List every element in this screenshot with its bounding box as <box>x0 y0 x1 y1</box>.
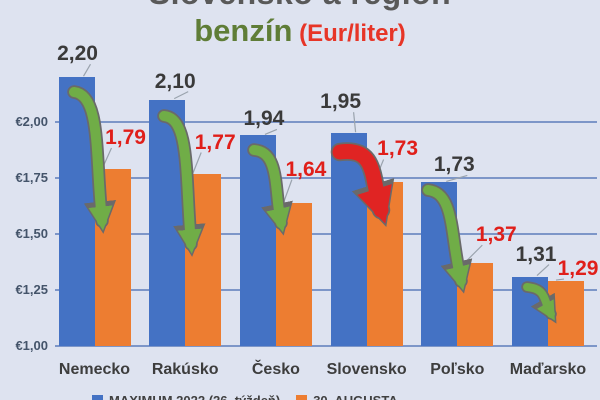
bar-new-Nemecko <box>94 169 131 346</box>
value-label-new-Nemecko: 1,79 <box>105 126 146 150</box>
value-label-new-Rakúsko: 1,77 <box>194 130 236 154</box>
leader-new-Česko <box>283 179 293 202</box>
bar-new-Poľsko <box>457 263 494 346</box>
gridline-€2,00 <box>55 121 597 123</box>
value-label-old-Slovensko: 1,95 <box>320 90 362 114</box>
x-axis-label-Slovensko: Slovensko <box>326 361 407 378</box>
leader-old-Rakúsko <box>173 91 189 100</box>
legend-label-new: 30. AUGUSTA <box>313 393 398 400</box>
chart-title: Slovensko a región benzín (Eur/liter) <box>0 0 600 55</box>
bar-new-Rakúsko <box>185 173 222 346</box>
gridline-€1,00 <box>55 345 597 347</box>
legend-entry-new: 30. AUGUSTA <box>296 393 398 400</box>
leader-old-Nemecko <box>82 63 92 77</box>
x-axis-label-Poľsko: Poľsko <box>430 361 485 378</box>
gridline-€1,50 <box>55 233 597 235</box>
legend-entry-old: MAXIMUM 2022 (26. týždeň) <box>92 393 280 400</box>
bar-new-Slovensko <box>366 182 403 346</box>
gridline-€1,25 <box>55 289 597 291</box>
value-label-new-Česko: 1,64 <box>285 157 327 181</box>
x-axis-label-Česko: Česko <box>251 361 300 378</box>
value-label-old-Nemecko: 2,20 <box>57 42 98 66</box>
value-label-new-Slovensko: 1,73 <box>377 137 419 161</box>
title-unit: (Eur/liter) <box>292 20 406 47</box>
bar-old-Česko <box>239 135 276 346</box>
y-tick-label: €2,00 <box>15 114 48 129</box>
y-tick-label: €1,50 <box>15 226 48 241</box>
bar-old-Nemecko <box>58 77 95 346</box>
title-region: Slovensko a región <box>0 0 600 12</box>
y-tick-label: €1,75 <box>15 170 48 185</box>
value-label-new-Poľsko: 1,37 <box>475 223 517 247</box>
x-axis-label-Maďarsko: Maďarsko <box>509 361 587 378</box>
title-fuel: benzín <box>194 13 293 48</box>
leader-new-Nemecko <box>101 147 113 169</box>
legend-swatch-old <box>92 395 103 400</box>
gridline-€1,75 <box>55 177 597 179</box>
bar-new-Maďarsko <box>548 281 584 346</box>
legend-label-old: MAXIMUM 2022 (26. týždeň) <box>109 393 280 400</box>
value-label-old-Poľsko: 1,73 <box>433 153 475 177</box>
y-tick-label: €1,25 <box>15 282 48 297</box>
x-axis-label-Rakúsko: Rakúsko <box>151 361 219 378</box>
leader-new-Poľsko <box>464 244 483 263</box>
title-fuel-line: benzín (Eur/liter) <box>0 13 600 55</box>
legend-swatch-new <box>296 395 308 400</box>
leader-new-Rakúsko <box>192 152 202 173</box>
value-label-old-Rakúsko: 2,10 <box>154 69 196 93</box>
bar-old-Poľsko <box>421 182 458 346</box>
value-label-old-Česko: 1,94 <box>243 107 285 131</box>
bar-new-Česko <box>275 202 312 346</box>
value-label-old-Maďarsko: 1,31 <box>515 242 557 266</box>
x-axis-label-Nemecko: Nemecko <box>58 361 131 378</box>
y-tick-label: €1,00 <box>15 338 48 353</box>
value-label-new-Maďarsko: 1,29 <box>557 257 599 281</box>
legend: MAXIMUM 2022 (26. týždeň) 30. AUGUSTA <box>92 393 398 400</box>
bar-old-Maďarsko <box>512 276 548 346</box>
